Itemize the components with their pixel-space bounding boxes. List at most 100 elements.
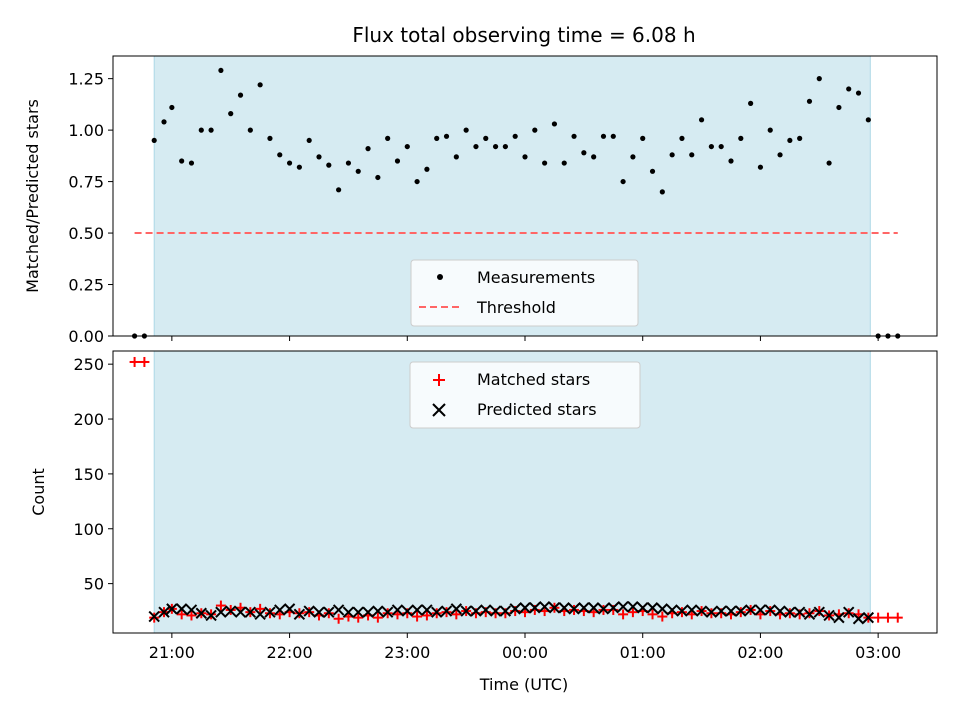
measurement-point xyxy=(846,86,852,92)
measurement-point xyxy=(757,164,764,170)
predicted-star-marker xyxy=(764,604,776,616)
marker-stroke xyxy=(391,604,404,616)
predicted-star-marker xyxy=(852,613,865,625)
predicted-star-marker xyxy=(754,604,767,616)
y-tick-label: 250 xyxy=(73,355,104,374)
predicted-star-marker xyxy=(175,603,188,615)
measurement-point xyxy=(542,160,548,166)
predicted-star-marker xyxy=(401,605,413,617)
predicted-star-marker xyxy=(607,602,619,614)
marker-stroke xyxy=(764,604,776,616)
measurement-point xyxy=(345,160,352,166)
predicted-star-marker xyxy=(833,611,845,624)
predicted-star-marker xyxy=(431,606,443,618)
predicted-star-marker xyxy=(774,605,786,617)
measurement-point xyxy=(787,137,793,144)
measurement-point xyxy=(806,98,813,104)
measurement-point xyxy=(404,143,410,150)
predicted-star-marker xyxy=(391,604,404,616)
measurement-point xyxy=(394,158,401,164)
marker-stroke xyxy=(205,609,217,622)
marker-stroke xyxy=(411,604,423,616)
count-legend-box xyxy=(409,361,641,429)
y-tick-label: 0.00 xyxy=(68,327,104,346)
predicted-star-marker xyxy=(352,606,364,618)
ratio-legend-box xyxy=(410,259,639,327)
predicted-star-marker xyxy=(519,602,531,614)
measurement-point xyxy=(816,76,822,82)
x-tick-label: 00:00 xyxy=(502,643,548,662)
measurement-point xyxy=(728,158,734,164)
measurement-point xyxy=(198,127,204,133)
predicted-star-marker xyxy=(705,606,718,618)
measurement-point xyxy=(689,152,695,158)
measurement-point xyxy=(698,117,705,123)
measurement-point xyxy=(600,133,607,139)
measurement-point xyxy=(306,137,312,144)
measurement-point xyxy=(748,100,754,106)
measurement-point xyxy=(218,67,224,74)
measurement-point xyxy=(865,117,871,123)
legend-predicted-label: Predicted stars xyxy=(477,400,597,419)
measurement-point xyxy=(679,135,685,141)
marker-stroke xyxy=(244,606,257,618)
predicted-star-marker xyxy=(332,604,345,616)
measurement-point xyxy=(630,154,636,160)
measurement-point xyxy=(492,143,499,150)
marker-stroke xyxy=(175,603,188,615)
marker-stroke xyxy=(158,606,170,618)
legend-matched-label: Matched stars xyxy=(477,370,590,389)
legend-measurement-marker xyxy=(437,274,443,280)
marker-stroke xyxy=(744,604,757,616)
marker-stroke xyxy=(381,606,394,618)
measurement-point xyxy=(453,154,459,160)
measurement-point xyxy=(326,162,332,168)
predicted-star-marker xyxy=(656,603,669,615)
matched-star-marker xyxy=(647,609,658,620)
predicted-star-marker xyxy=(813,606,825,618)
predicted-star-marker xyxy=(185,604,198,616)
predicted-star-marker xyxy=(499,605,512,617)
count-legend: Matched stars Predicted stars xyxy=(409,361,641,429)
count-x-ticks: 21:00 22:00 23:00 00:00 01:00 02:00 03:00 xyxy=(149,633,901,662)
predicted-star-marker xyxy=(862,611,875,624)
predicted-star-marker xyxy=(529,602,541,614)
marker-stroke xyxy=(274,604,286,616)
x-tick-label: 21:00 xyxy=(149,643,195,662)
marker-stroke xyxy=(215,606,227,618)
predicted-star-marker xyxy=(440,605,453,617)
measurement-point xyxy=(571,133,577,139)
marker-stroke xyxy=(470,605,482,617)
marker-stroke xyxy=(519,602,531,614)
marker-stroke xyxy=(195,607,207,619)
marker-stroke xyxy=(627,600,639,613)
count-panel: 50 100 150 200 250 21:00 22:00 23:00 00:00 01:00… xyxy=(29,350,938,694)
matched-star-marker xyxy=(353,612,364,623)
marker-stroke xyxy=(784,606,796,618)
legend-matched-marker xyxy=(433,374,445,386)
measurement-point xyxy=(797,135,803,141)
marker-stroke xyxy=(646,602,659,614)
predicted-star-marker xyxy=(215,606,227,618)
y-tick-label: 150 xyxy=(73,465,104,484)
predicted-star-marker xyxy=(450,603,463,615)
predicted-star-marker xyxy=(558,602,570,614)
measurement-point xyxy=(826,160,832,166)
predicted-star-marker xyxy=(617,600,629,613)
marker-stroke xyxy=(676,605,688,617)
measurement-point xyxy=(581,150,587,156)
predicted-star-marker xyxy=(372,605,384,617)
predicted-star-marker xyxy=(166,603,178,615)
matched-star-marker xyxy=(882,612,893,623)
marker-stroke xyxy=(529,602,541,614)
y-tick-label: 0.25 xyxy=(68,276,104,295)
marker-stroke xyxy=(578,602,590,614)
predicted-star-marker xyxy=(548,602,561,614)
matched-star-marker xyxy=(421,610,432,621)
predicted-star-marker xyxy=(274,604,286,616)
measurement-point xyxy=(267,135,273,141)
marker-stroke xyxy=(568,603,580,615)
marker-stroke xyxy=(597,603,610,615)
marker-stroke xyxy=(862,611,875,624)
